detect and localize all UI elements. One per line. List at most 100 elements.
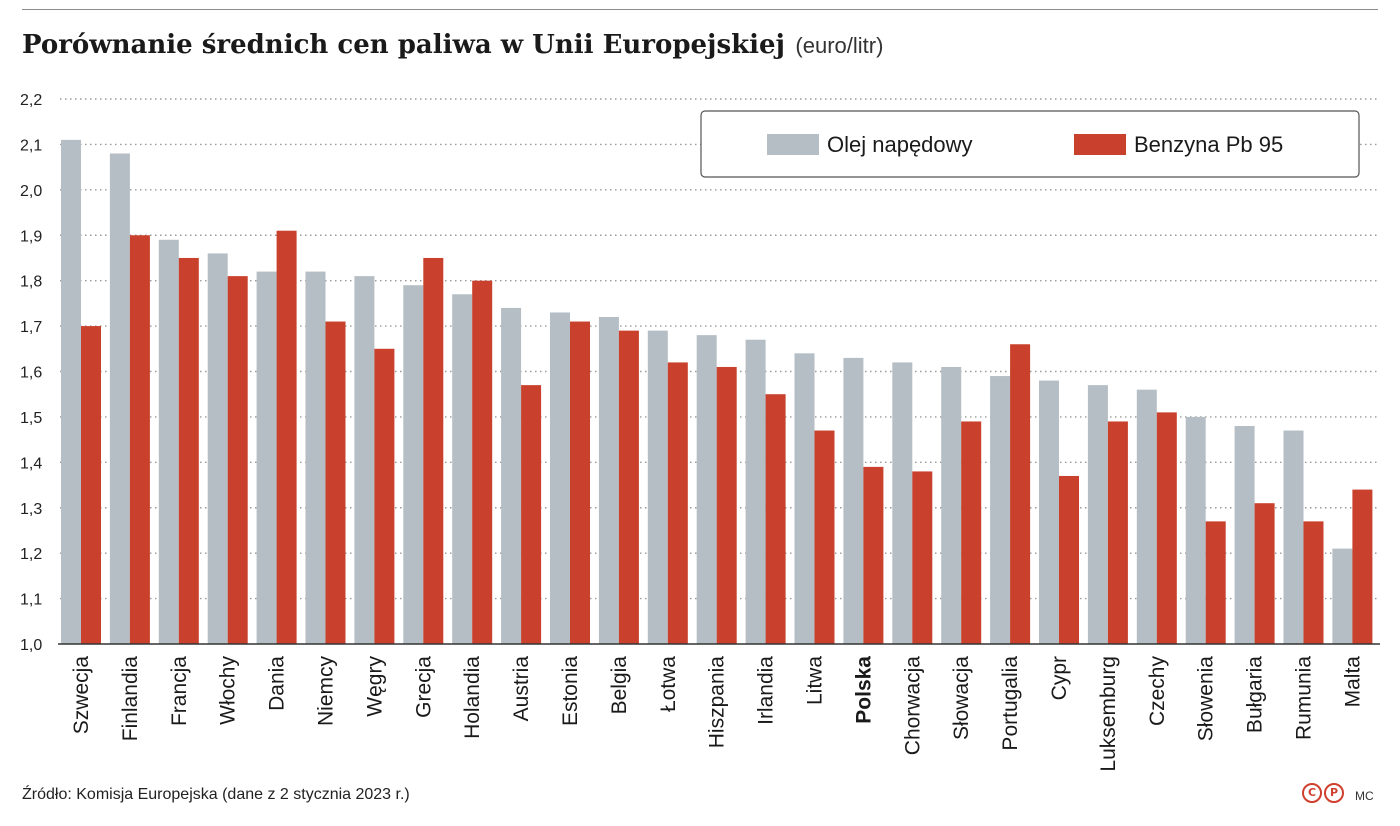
bar-petrol [81,326,101,644]
y-tick-label: 1,5 [20,410,42,427]
bar-diesel [452,294,473,644]
bar-petrol [325,321,346,644]
bar-petrol [912,471,933,644]
bar-petrol [1254,503,1275,644]
legend-box [700,110,1360,178]
x-category-label: Holandia [461,656,484,739]
bar-diesel [1283,430,1304,644]
x-category-label: Austria [510,656,533,722]
y-tick-label: 2,2 [20,92,42,109]
y-tick-label: 2,0 [20,183,42,200]
y-tick-label: 1,2 [20,546,42,563]
bar-diesel [61,139,81,644]
bar-diesel [550,312,570,644]
bar-diesel [794,353,815,644]
y-tick-label: 1,4 [20,455,42,472]
x-category-label: Finlandia [119,656,142,742]
bar-petrol [667,362,688,644]
x-category-label: Węgry [363,656,386,717]
chart-title: Porównanie średnich cen paliwa w Unii Eu… [22,30,785,60]
bar-diesel [1087,385,1108,644]
logo-p: P [1324,783,1344,803]
x-category-label: Francja [168,656,191,726]
bar-diesel [990,376,1011,644]
bar-diesel [501,307,522,644]
bar-petrol [1010,344,1031,644]
x-category-label: Hiszpania [706,656,729,749]
x-category-label: Słowacja [950,656,973,740]
bar-petrol [1303,521,1324,644]
bar-petrol [276,230,297,645]
bar-diesel [745,339,766,644]
bar-petrol [814,430,835,644]
x-category-label: Belgia [608,656,631,715]
publisher-logo: C P [1302,783,1344,803]
y-tick-label: 1,0 [20,637,42,654]
bar-petrol [618,330,639,644]
x-category-label: Grecja [412,656,435,718]
x-category-label: Estonia [559,656,582,726]
bar-diesel [1332,548,1353,644]
bar-diesel [1185,416,1206,644]
bar-diesel [354,276,375,644]
bar-petrol [1205,521,1226,644]
bar-petrol [423,257,444,644]
y-tick-label: 1,8 [20,274,42,291]
bar-diesel [941,366,962,644]
bar-petrol [716,366,737,644]
x-category-label: Dania [266,656,289,711]
x-category-label: Cypr [1048,656,1071,700]
chart-heading: Porównanie średnich cen paliwa w Unii Eu… [22,30,883,60]
legend: Olej napędowy Benzyna Pb 95 [700,110,1360,178]
bar-petrol [227,276,248,644]
bar-petrol [374,348,395,644]
x-category-label: Rumunia [1293,656,1316,740]
bar-petrol [129,235,150,644]
y-tick-label: 1,3 [20,501,42,518]
bar-diesel [207,253,228,644]
x-category-label: Słowenia [1195,656,1218,742]
bar-diesel [403,285,424,644]
y-tick-label: 1,6 [20,365,42,382]
x-category-label: Czechy [1146,656,1169,727]
bar-diesel [305,271,326,644]
top-rule [22,9,1378,10]
legend-swatch [1074,134,1126,155]
bar-diesel [1136,389,1157,644]
x-category-label: Chorwacja [901,656,924,756]
bar-petrol [178,257,199,644]
logo-c: C [1302,783,1322,803]
legend-label: Benzyna Pb 95 [1134,132,1283,157]
bar-diesel [843,357,864,644]
x-category-label: Portugalia [999,656,1022,751]
x-category-label: Łotwa [657,656,680,712]
y-tick-label: 1,1 [20,592,42,609]
x-category-label: Litwa [804,656,827,705]
bar-diesel [158,239,179,644]
bar-petrol [1059,475,1079,644]
bar-diesel [598,317,619,644]
source-note: Źródło: Komisja Europejska (dane z 2 sty… [22,786,410,803]
bar-diesel [892,362,913,644]
x-category-label: Włochy [217,656,240,725]
bar-diesel [256,271,277,644]
y-tick-label: 1,9 [20,228,42,245]
y-tick-label: 2,1 [20,137,42,154]
y-tick-label: 1,7 [20,319,42,336]
bar-diesel [1039,380,1059,644]
bar-diesel [109,153,130,644]
author-initials: MC [1355,789,1374,803]
bar-petrol [1156,412,1177,644]
x-category-label: Szwecja [70,656,93,735]
bar-petrol [472,280,493,644]
x-category-label: Irlandia [755,656,778,725]
x-category-label: Luksemburg [1097,656,1120,772]
bar-diesel [696,335,717,644]
bar-diesel [1234,426,1255,644]
bar-diesel [647,330,668,644]
bar-petrol [1107,421,1128,644]
legend-label: Olej napędowy [827,132,973,157]
x-category-label: Niemcy [315,656,338,727]
bar-petrol [765,394,786,644]
